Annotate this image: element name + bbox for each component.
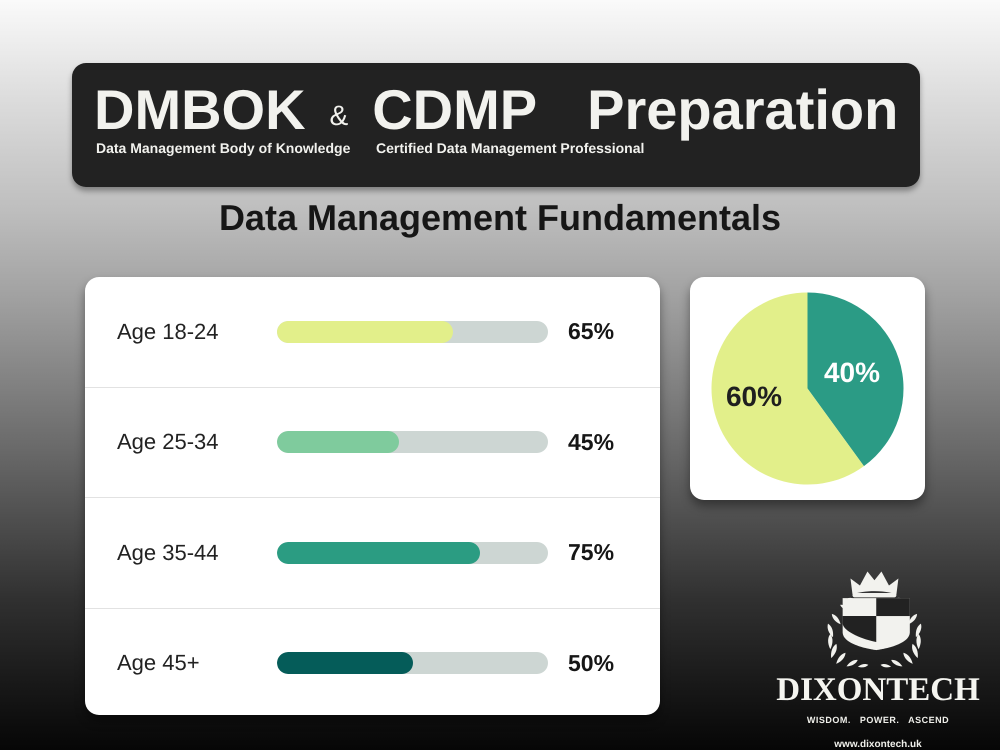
svg-text:60%: 60% [726,381,782,412]
svg-text:40%: 40% [824,357,880,388]
